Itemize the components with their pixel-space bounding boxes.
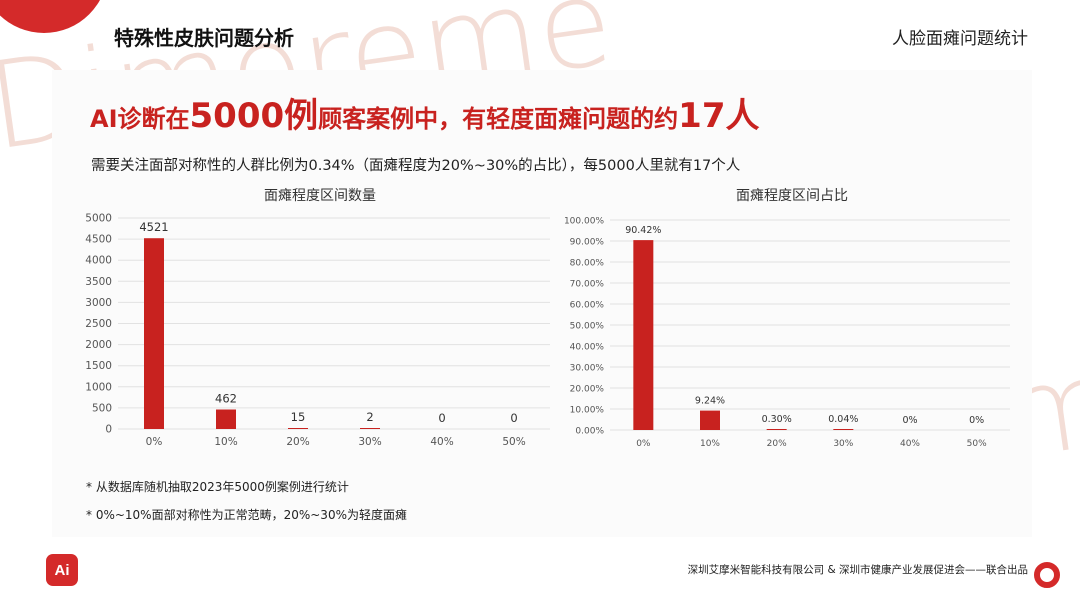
data-label: 9.24% — [695, 396, 725, 407]
data-label: 0% — [902, 415, 917, 426]
y-tick-label: 30.00% — [570, 364, 605, 374]
y-tick-label: 10.00% — [570, 406, 605, 416]
note-sample: * 从数据库随机抽取2023年5000例案例进行统计 — [86, 480, 349, 494]
x-tick-label: 0% — [636, 439, 651, 449]
y-tick-label: 100.00% — [564, 217, 604, 227]
data-label: 90.42% — [625, 225, 661, 236]
bar — [833, 429, 854, 430]
count-bar-chart: 面瘫程度区间数量05001000150020002500300035004000… — [85, 188, 550, 448]
y-tick-label: 0.00% — [575, 427, 604, 437]
y-tick-label: 60.00% — [570, 301, 605, 311]
x-tick-label: 20% — [286, 436, 309, 448]
data-label: 15 — [291, 410, 306, 424]
headline-count: 5000例 — [189, 96, 319, 136]
headline-people: 17人 — [678, 96, 760, 136]
headline-part2: 顾客案例中，有轻度面瘫问题的约 — [318, 105, 679, 133]
y-tick-label: 2000 — [85, 339, 112, 351]
y-tick-label: 40.00% — [570, 343, 605, 353]
y-tick-label: 5000 — [85, 213, 112, 225]
bar — [288, 428, 308, 429]
x-tick-label: 20% — [767, 439, 787, 449]
data-label: 0 — [510, 411, 517, 425]
x-tick-label: 10% — [214, 436, 237, 448]
y-tick-label: 70.00% — [570, 280, 605, 290]
data-label: 4521 — [139, 220, 168, 234]
y-tick-label: 3500 — [85, 276, 112, 288]
ring-decoration — [1034, 562, 1060, 588]
footer-credit: 深圳艾摩米智能科技有限公司 & 深圳市健康产业发展促进会——联合出品 — [687, 564, 1028, 576]
x-tick-label: 50% — [967, 439, 987, 449]
y-tick-label: 20.00% — [570, 385, 605, 395]
x-tick-label: 0% — [146, 436, 163, 448]
y-tick-label: 4500 — [85, 234, 112, 246]
chart-title: 面瘫程度区间占比 — [736, 188, 848, 204]
x-tick-label: 10% — [700, 439, 720, 449]
y-tick-label: 50.00% — [570, 322, 605, 332]
bar — [144, 238, 164, 429]
section-title: 特殊性皮肤问题分析 — [114, 26, 294, 50]
y-tick-label: 80.00% — [570, 259, 605, 269]
y-tick-label: 0 — [105, 424, 112, 436]
y-tick-label: 1000 — [85, 381, 112, 393]
subheadline: 需要关注面部对称性的人群比例为0.34%（面瘫程度为20%~30%的占比），每5… — [91, 158, 741, 174]
topic-title: 人脸面瘫问题统计 — [892, 29, 1028, 49]
headline: AI诊断在5000例顾客案例中，有轻度面瘫问题的约17人 — [90, 88, 759, 137]
chart-title: 面瘫程度区间数量 — [264, 188, 376, 204]
percent-bar-chart: 面瘫程度区间占比 0.00% 10.00% 20.00% 30.00% 40.00% 50.… — [564, 188, 1010, 449]
data-label: 462 — [215, 392, 237, 406]
x-tick-label: 30% — [833, 439, 853, 449]
bar — [360, 428, 380, 429]
bar — [766, 429, 787, 430]
data-label: 0% — [969, 415, 984, 426]
corner-decoration — [0, 0, 108, 33]
bar — [700, 410, 720, 430]
y-tick-label: 4000 — [85, 255, 112, 267]
y-tick-label: 90.00% — [570, 238, 605, 248]
x-tick-label: 40% — [430, 436, 453, 448]
note-range: * 0%~10%面部对称性为正常范畴，20%~30%为轻度面瘫 — [86, 508, 407, 522]
x-tick-label: 30% — [358, 436, 381, 448]
data-label: 0 — [438, 411, 445, 425]
company-logo: Ai — [46, 554, 78, 586]
headline-part1: AI诊断在 — [90, 105, 190, 133]
y-tick-label: 2500 — [85, 318, 112, 330]
x-tick-label: 40% — [900, 439, 920, 449]
data-label: 2 — [366, 410, 373, 424]
y-tick-label: 1500 — [85, 360, 112, 372]
y-tick-label: 3000 — [85, 297, 112, 309]
data-label: 0.30% — [762, 414, 792, 425]
y-tick-label: 500 — [92, 402, 112, 414]
data-label: 0.04% — [828, 414, 858, 425]
bar — [633, 240, 654, 430]
bar — [216, 409, 236, 429]
x-tick-label: 50% — [502, 436, 525, 448]
